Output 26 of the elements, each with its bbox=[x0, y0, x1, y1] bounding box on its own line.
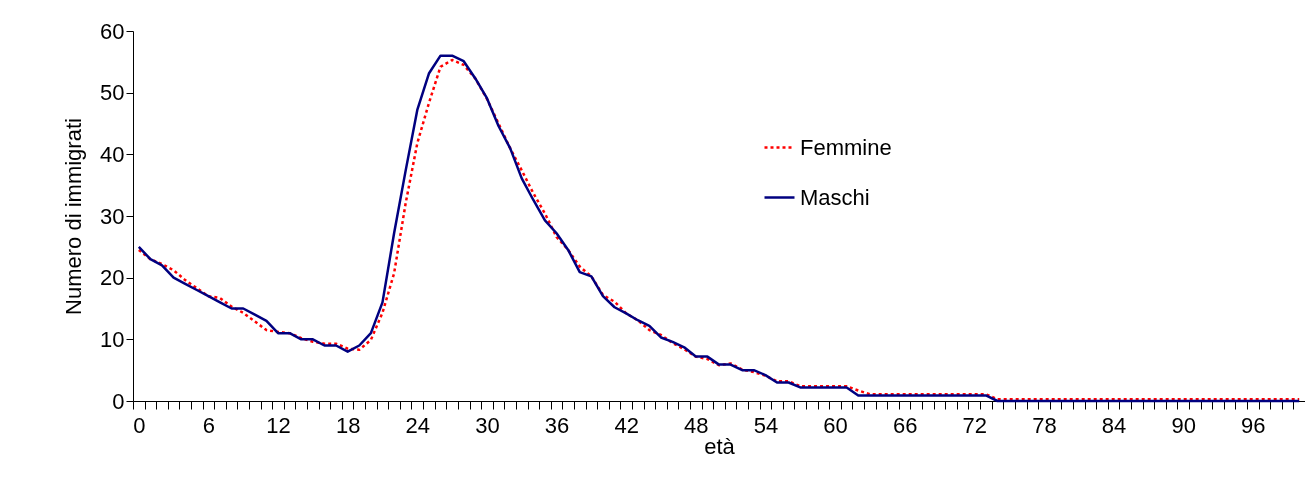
y-tick-label: 0 bbox=[112, 388, 125, 414]
x-tick-label: 42 bbox=[614, 412, 639, 438]
y-tick-label: 30 bbox=[100, 203, 125, 229]
x-tick-label: 96 bbox=[1241, 412, 1266, 438]
y-axis-title: Numero di immigrati bbox=[61, 118, 87, 315]
x-tick-label: 30 bbox=[475, 412, 500, 438]
y-tick-label: 20 bbox=[100, 265, 125, 291]
legend-label: Femmine bbox=[800, 134, 892, 160]
legend-label: Maschi bbox=[800, 184, 870, 210]
x-tick-label: 78 bbox=[1032, 412, 1057, 438]
x-tick-label: 84 bbox=[1101, 412, 1127, 438]
x-tick-label: 24 bbox=[405, 412, 431, 438]
y-tick-label: 60 bbox=[100, 18, 125, 44]
x-tick-label: 18 bbox=[335, 412, 361, 438]
x-tick-label: 0 bbox=[133, 412, 146, 438]
x-tick-label: 54 bbox=[753, 412, 779, 438]
x-tick-label: 12 bbox=[266, 412, 291, 438]
y-tick-label: 40 bbox=[100, 141, 125, 167]
x-tick-label: 66 bbox=[892, 412, 918, 438]
x-tick-label: 72 bbox=[962, 412, 988, 438]
x-tick-label: 36 bbox=[544, 412, 570, 438]
y-tick-label: 10 bbox=[100, 326, 125, 352]
x-tick-label: 90 bbox=[1171, 412, 1196, 438]
y-tick-label: 50 bbox=[100, 80, 125, 106]
x-tick-label: 60 bbox=[823, 412, 848, 438]
x-tick-label: 6 bbox=[202, 412, 216, 438]
